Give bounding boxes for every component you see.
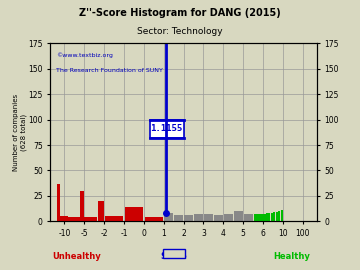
Bar <box>105 216 123 221</box>
Bar <box>204 214 213 221</box>
Bar <box>76 217 80 221</box>
Text: 1.1155: 1.1155 <box>150 124 183 133</box>
Bar <box>72 217 76 221</box>
Text: Sector: Technology: Sector: Technology <box>137 27 223 36</box>
Bar <box>214 215 223 221</box>
Bar <box>145 217 163 221</box>
Bar <box>164 213 173 221</box>
Bar <box>194 214 203 221</box>
FancyBboxPatch shape <box>150 120 184 138</box>
FancyBboxPatch shape <box>163 249 185 258</box>
Bar <box>68 217 72 221</box>
Bar <box>80 191 84 221</box>
Bar <box>98 201 104 221</box>
Bar <box>57 184 60 221</box>
Bar <box>271 213 273 221</box>
Text: ©www.textbiz.org: ©www.textbiz.org <box>56 52 113 58</box>
Bar <box>85 217 91 221</box>
Bar <box>64 216 68 221</box>
Bar <box>244 214 253 221</box>
Text: Unhealthy: Unhealthy <box>52 252 100 261</box>
Bar <box>60 216 64 221</box>
Bar <box>263 214 266 221</box>
Bar <box>273 212 275 221</box>
Text: Z''-Score Histogram for DANG (2015): Z''-Score Histogram for DANG (2015) <box>79 8 281 18</box>
Bar <box>253 214 263 221</box>
Bar <box>174 215 183 221</box>
Bar <box>268 213 270 221</box>
Bar <box>154 217 163 221</box>
Bar <box>276 212 278 221</box>
Text: Healthy: Healthy <box>273 252 310 261</box>
Bar <box>224 214 233 221</box>
Text: Score: Score <box>160 252 187 261</box>
Bar <box>266 213 268 221</box>
Bar <box>91 217 97 221</box>
Y-axis label: Number of companies
(628 total): Number of companies (628 total) <box>13 94 27 171</box>
Bar <box>184 215 193 221</box>
Bar <box>278 211 280 221</box>
Bar <box>125 207 143 221</box>
Text: The Research Foundation of SUNY: The Research Foundation of SUNY <box>56 68 163 73</box>
Bar <box>280 210 283 221</box>
Bar <box>234 211 243 221</box>
